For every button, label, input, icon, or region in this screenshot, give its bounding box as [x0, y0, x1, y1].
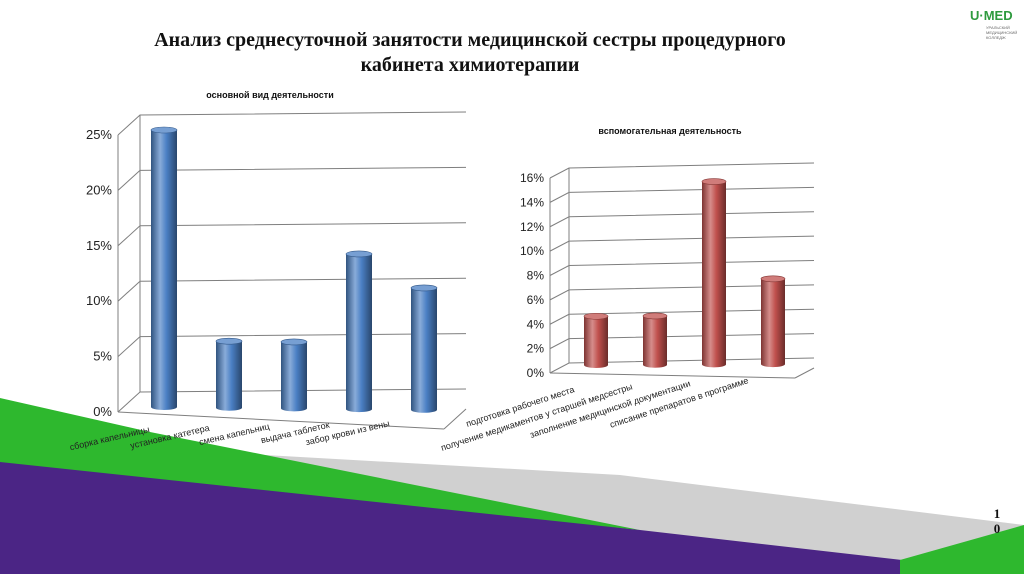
chart2-tick-label: 4% [527, 317, 545, 331]
chart1-bar-top [150, 126, 178, 134]
chart1-tick-label: 25% [86, 127, 112, 142]
chart2-floor-edge [794, 367, 815, 379]
chart2-tick-label: 6% [527, 293, 545, 307]
chart2-tick-label: 16% [520, 171, 544, 185]
logo-sub-line1: УРАЛЬСКИЙ [986, 25, 1010, 30]
logo-subtitle: УРАЛЬСКИЙ МЕДИЦИНСКИЙ КОЛЛЕДЖ [986, 25, 1022, 40]
chart2-bar-top [701, 178, 727, 185]
chart1-bar [280, 338, 308, 412]
chart1-x-axis [117, 411, 445, 430]
chart2-bar-body [702, 181, 726, 368]
chart1-floor-edge [443, 408, 467, 430]
green-stripe [0, 398, 640, 530]
logo-mark: U·MED [970, 8, 1013, 23]
logo-sub-line2: МЕДИЦИНСКИЙ [986, 30, 1018, 35]
green-corner [900, 525, 1024, 574]
chart2-bar [701, 178, 727, 368]
chart1-bar-top [410, 284, 438, 292]
chart1-bar-top [280, 338, 308, 346]
purple-band [0, 462, 1024, 574]
page-number: 1 0 [988, 506, 1006, 536]
chart1-bar-top [345, 250, 373, 258]
chart2-bar-body [584, 316, 608, 368]
chart2-tick-label: 10% [520, 244, 544, 258]
chart2-tick-label: 8% [527, 269, 545, 283]
chart2-bar [642, 312, 668, 368]
chart1-tick-label: 5% [93, 349, 112, 364]
chart1-bar [345, 250, 373, 413]
page-number-line2: 0 [993, 521, 1001, 536]
chart2-tick-label: 0% [527, 366, 545, 380]
chart1-bar [410, 284, 438, 413]
chart2-tick-label: 14% [520, 195, 544, 209]
chart2-bar [760, 275, 786, 368]
chart2-bar-body [761, 278, 785, 368]
chart2-x-axis [549, 372, 796, 379]
chart2-tick-label: 12% [520, 220, 544, 234]
page-number-line1: 1 [993, 506, 1001, 521]
chart1-bar [150, 126, 178, 410]
chart2-back-wall [569, 173, 814, 373]
chart1-bar-body [346, 253, 372, 413]
chart1-tick-label: 10% [86, 293, 112, 308]
chart1-bar-body [151, 130, 177, 410]
chart1-bar-top [215, 337, 243, 345]
chart1-tick-label: 15% [86, 238, 112, 253]
chart1-bar [215, 337, 243, 411]
chart2-bar-body [643, 315, 667, 368]
chart1-tick-label: 20% [86, 182, 112, 197]
chart2-bar-top [583, 312, 609, 320]
slide-title-line1: Анализ среднесуточной занятости медицинс… [154, 29, 786, 51]
chart2-bar-top [642, 312, 668, 320]
chart1-bar-body [216, 341, 242, 411]
umed-logo: U·MED УРАЛЬСКИЙ МЕДИЦИНСКИЙ КОЛЛЕДЖ [970, 6, 1022, 46]
chart1-bar-body [411, 287, 437, 413]
chart1-bar-body [281, 341, 307, 412]
logo-sub-line3: КОЛЛЕДЖ [986, 35, 1006, 40]
chart2-bar [583, 312, 609, 368]
chart2-bar-top [760, 275, 786, 283]
slide-title: Анализ среднесуточной занятости медицинс… [90, 28, 850, 78]
chart2-title: вспомогательная деятельность [598, 126, 742, 136]
chart1-title: основной вид деятельности [206, 90, 334, 100]
slide-title-line2: кабинета химиотерапии [360, 54, 580, 76]
chart2-tick-label: 2% [527, 342, 545, 356]
chart1-tick-label: 0% [93, 404, 112, 419]
